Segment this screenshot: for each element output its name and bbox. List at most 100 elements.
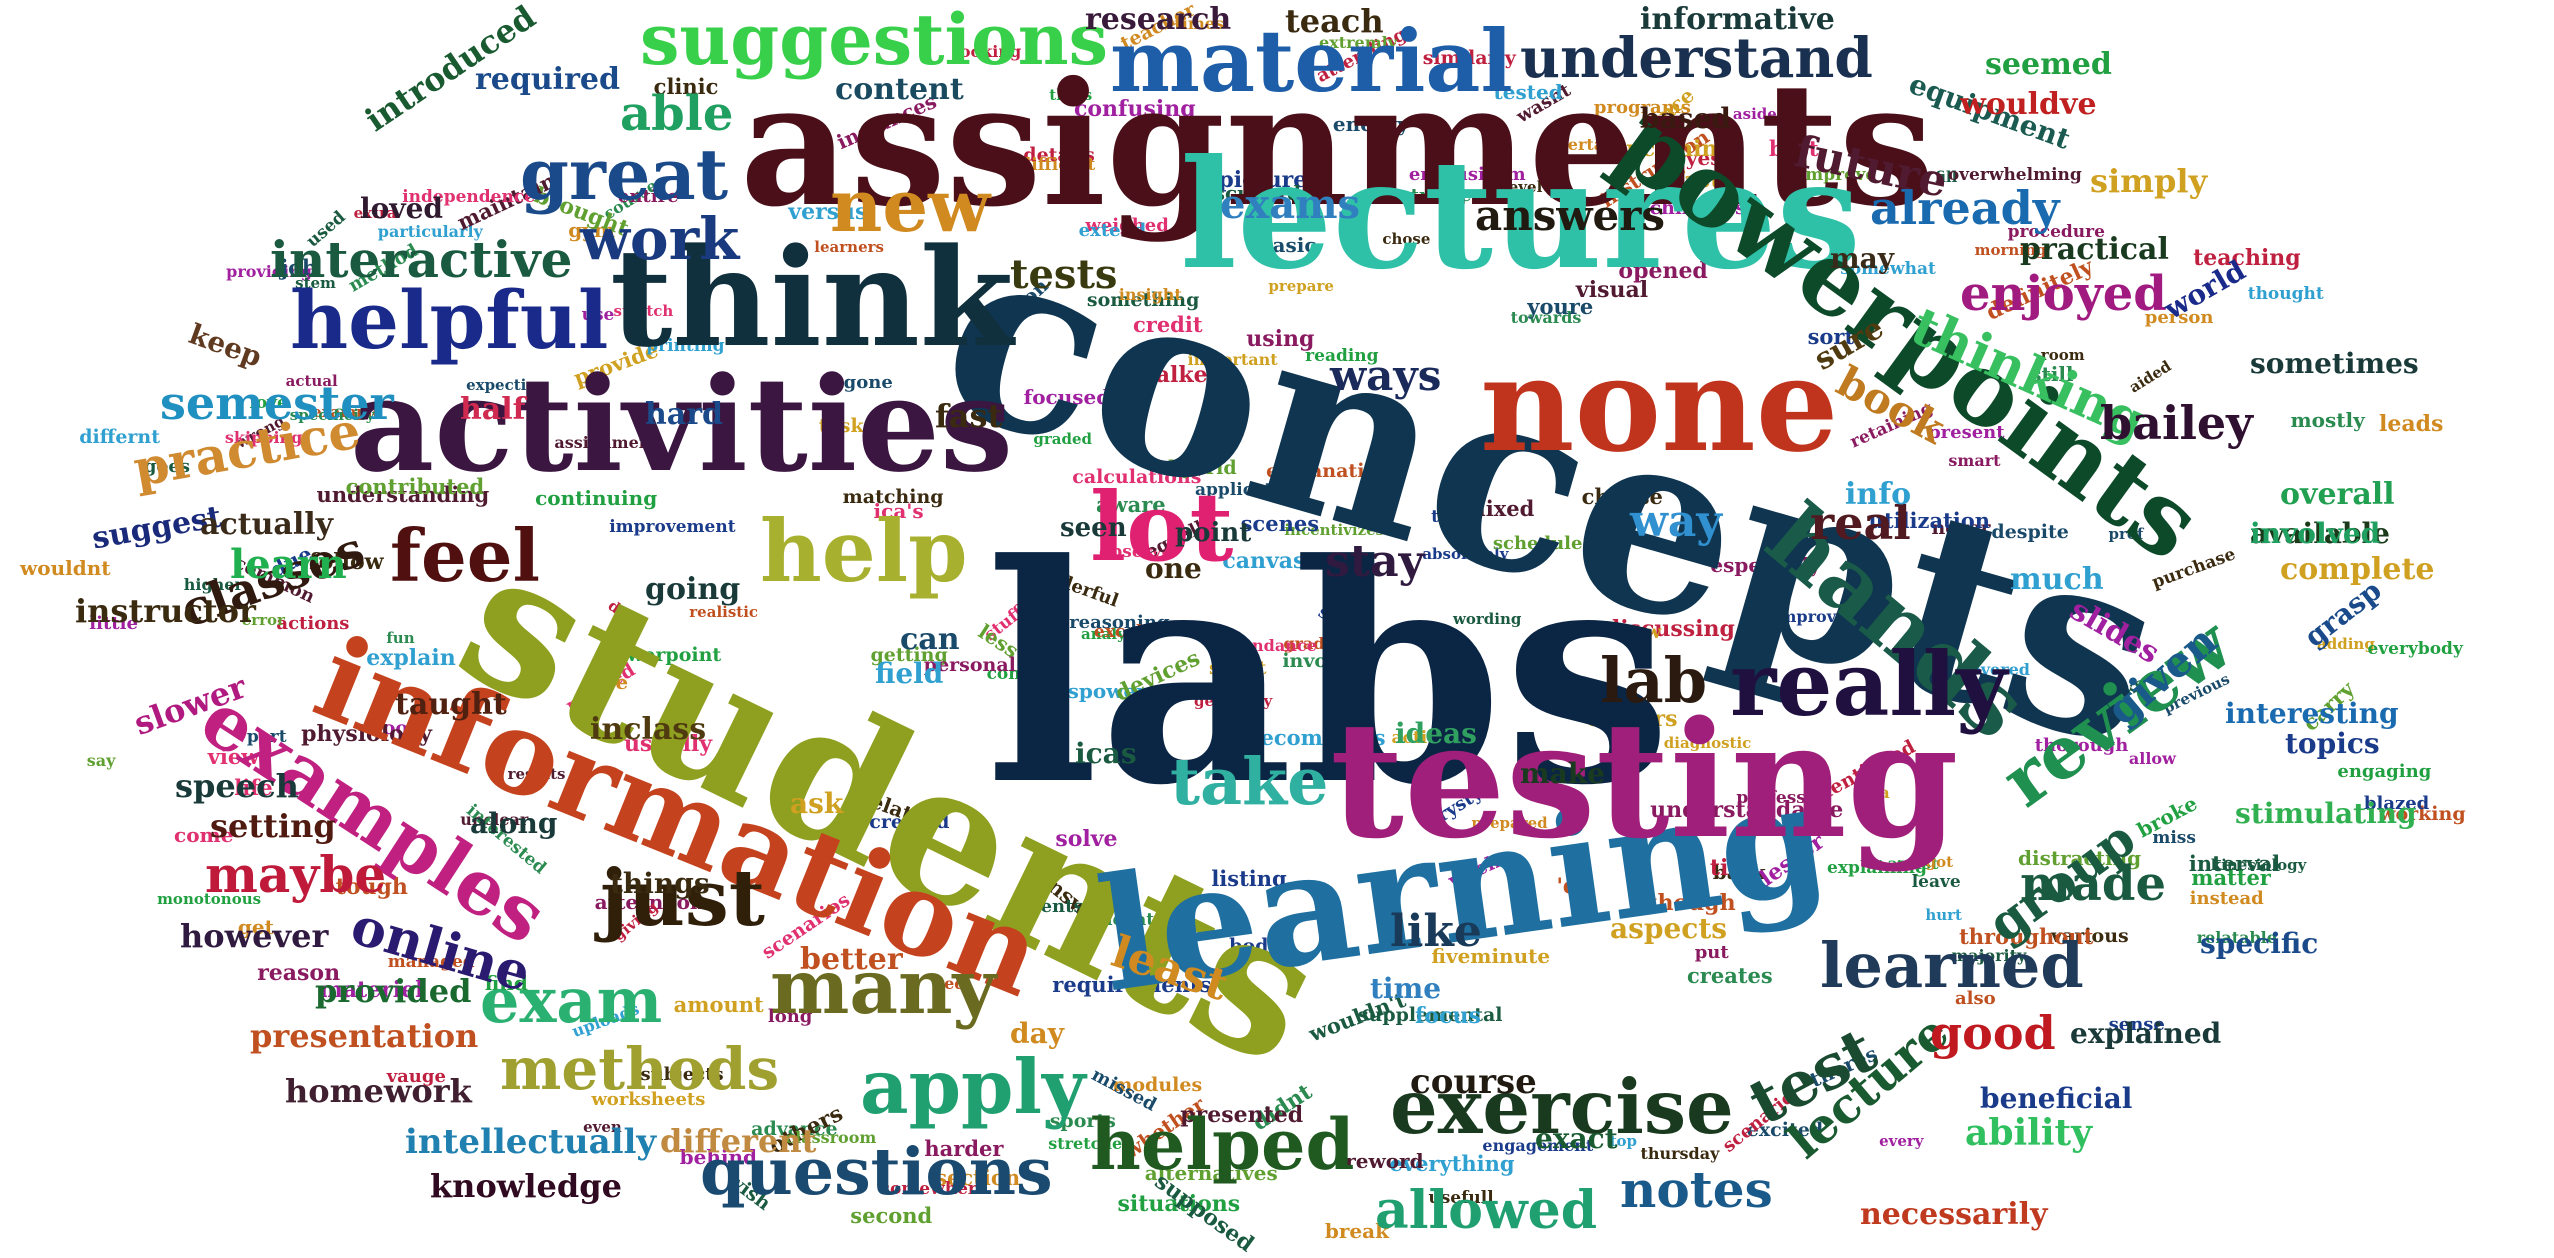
small-word-similarly: similarly bbox=[1422, 47, 1516, 70]
word-homework: homework bbox=[285, 1072, 472, 1110]
small-word-cool: cool bbox=[371, 716, 416, 739]
small-word-prepared: prepared bbox=[1471, 813, 1548, 832]
small-word-procedure: procedure bbox=[2007, 222, 2105, 243]
small-word-long: long bbox=[767, 1006, 813, 1028]
small-word-adding: adding bbox=[2317, 634, 2375, 653]
small-word-find: find bbox=[484, 971, 528, 996]
small-word-personal: personal bbox=[923, 654, 1016, 677]
small-word-afternoon: afternoon bbox=[594, 890, 705, 915]
small-word-various: various bbox=[2050, 925, 2129, 948]
small-word-leave: leave bbox=[1911, 872, 1961, 893]
small-word-solve: solve bbox=[1055, 826, 1118, 853]
word-required: required bbox=[475, 62, 620, 97]
small-word-amount: amount bbox=[673, 991, 764, 1017]
small-word-gym: gym bbox=[568, 218, 616, 243]
word-ways: ways bbox=[1330, 351, 1442, 400]
word-intellectually: intellectually bbox=[405, 1122, 657, 1162]
small-word-second: second bbox=[850, 1203, 933, 1229]
word-course: course bbox=[1410, 1062, 1537, 1102]
word-presentation: presentation bbox=[250, 1017, 479, 1055]
word-inclass: inclass bbox=[590, 712, 707, 747]
word-helpful: helpful bbox=[290, 273, 609, 367]
small-word-task: task bbox=[818, 415, 864, 438]
word-stay: stay bbox=[1325, 536, 1425, 587]
small-word-discussing: discussing bbox=[1604, 615, 1735, 642]
small-word-scheduled: scheduled bbox=[1492, 532, 1596, 554]
word-exam: exam bbox=[480, 964, 663, 1037]
small-word-thats: thats bbox=[1049, 85, 1093, 104]
word-actually: actually bbox=[200, 507, 334, 542]
word-new: new bbox=[830, 163, 991, 248]
small-word-differnt: differnt bbox=[79, 425, 161, 448]
word-aspects: aspects bbox=[1610, 912, 1728, 945]
word-research: research bbox=[1085, 2, 1232, 37]
small-word-reading: reading bbox=[1305, 345, 1379, 366]
word-point: point bbox=[1175, 518, 1252, 548]
word-apply: apply bbox=[860, 1043, 1086, 1131]
word-taught: taught bbox=[395, 687, 507, 722]
small-word-grades: grades bbox=[1283, 634, 1344, 654]
small-word-understandable: understandable bbox=[1650, 797, 1844, 824]
small-word-analyze: analyze bbox=[1081, 624, 1144, 643]
small-word-scenes: scenes bbox=[1240, 510, 1320, 536]
word-learn: learn bbox=[230, 541, 347, 588]
small-word-throughout: throughout bbox=[1959, 924, 2094, 950]
small-word-using: using bbox=[1246, 325, 1315, 352]
word-helped: helped bbox=[1090, 1103, 1355, 1186]
small-word-hybrid: hybrid bbox=[1168, 456, 1237, 479]
small-word-top: top bbox=[1609, 1131, 1637, 1150]
word-stimulating: stimulating bbox=[2235, 797, 2417, 830]
word-make: make bbox=[1520, 757, 1605, 790]
small-word-credit: credit bbox=[1132, 311, 1203, 337]
word-sometimes: sometimes bbox=[2250, 347, 2419, 380]
small-word-follow: follow bbox=[309, 548, 384, 575]
small-word-miss: miss bbox=[2152, 828, 2196, 849]
word-info: info bbox=[1845, 477, 1912, 512]
word-testing: testing bbox=[1330, 686, 1959, 874]
small-word-independence: independence bbox=[402, 186, 536, 207]
word-tests: tests bbox=[1010, 251, 1118, 298]
word-field: field bbox=[875, 657, 944, 690]
small-word-till: till bbox=[1709, 854, 1746, 881]
word-labs: labs bbox=[985, 498, 1673, 851]
word-content: content bbox=[835, 72, 964, 107]
small-word-usually: usually bbox=[623, 730, 713, 757]
small-word-insight: insight bbox=[1118, 285, 1182, 305]
small-word-job: job bbox=[280, 255, 317, 281]
small-word-tough: tough bbox=[335, 873, 408, 900]
small-word-calculations: calculations bbox=[1072, 466, 1202, 489]
word-maybe: maybe bbox=[205, 845, 387, 904]
small-word-classroom: classroom bbox=[785, 1127, 877, 1147]
word-learned: learned bbox=[1820, 929, 2084, 1002]
small-word-presented: presented bbox=[1180, 1102, 1304, 1129]
small-word-listing: listing bbox=[1211, 866, 1287, 892]
small-word-error: error bbox=[241, 610, 285, 629]
small-word-excited: excited bbox=[1746, 1118, 1824, 1141]
small-word-put: put bbox=[1694, 942, 1729, 964]
small-word-programs: programs bbox=[1593, 97, 1691, 119]
small-word-reword: reword bbox=[1345, 1149, 1424, 1174]
word-fast: fast bbox=[935, 397, 1003, 435]
small-word-d: 'd bbox=[1556, 873, 1578, 899]
small-word-observe: observe bbox=[1099, 542, 1173, 563]
word-great: great bbox=[520, 133, 729, 216]
word-allowed: allowed bbox=[1375, 1180, 1598, 1241]
small-word-matter: matter bbox=[2191, 864, 2271, 890]
small-word-explaining: explaining bbox=[1827, 857, 1927, 878]
small-word-everything: everything bbox=[1389, 1151, 1515, 1177]
small-word-enthusiasm: enthusiasm bbox=[1408, 163, 1526, 185]
word-along: along bbox=[470, 807, 558, 840]
word-involved: involved bbox=[2250, 517, 2381, 550]
word-however: however bbox=[180, 917, 329, 955]
small-word-sense: sense bbox=[2108, 1014, 2165, 1036]
small-word-utilization: utilization bbox=[1868, 507, 1991, 533]
small-word-attendance: attendance bbox=[1216, 635, 1317, 655]
small-word-tested: tested bbox=[1493, 80, 1563, 105]
small-word-somewhere: somewhere bbox=[880, 1178, 988, 1199]
small-word-goes: goes bbox=[143, 456, 191, 478]
small-word-actual: actual bbox=[285, 371, 338, 390]
small-word-harder: harder bbox=[924, 1135, 1004, 1161]
small-word-room: room bbox=[2040, 345, 2085, 364]
word-exercise: exercise bbox=[1390, 1063, 1734, 1151]
